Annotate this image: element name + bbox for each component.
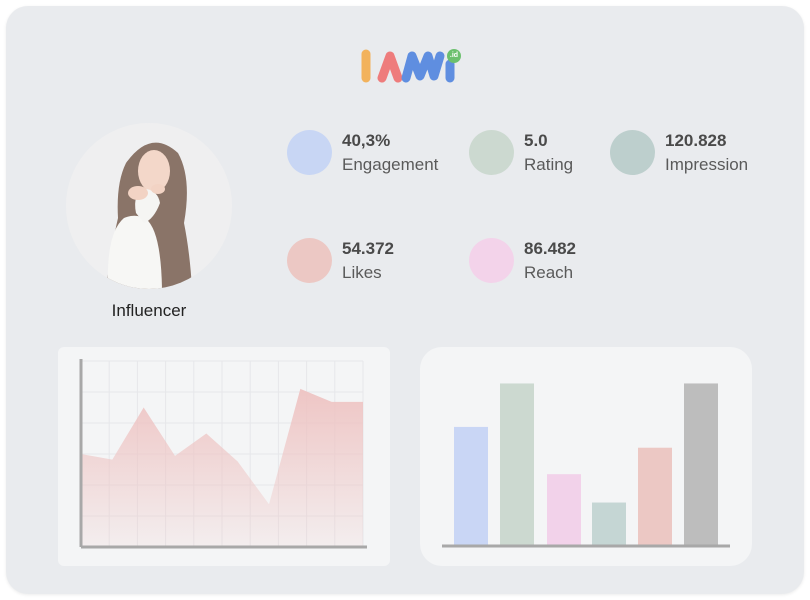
stat-likes-label: Likes [342,263,382,282]
bar[interactable] [500,383,534,546]
stat-reach-icon [469,238,514,283]
stat-rating-value: 5.0 [524,131,548,150]
stat-rating-icon [469,130,514,175]
area-series[interactable] [81,388,363,547]
avatar[interactable] [66,123,232,289]
stat-engagement-icon [287,130,332,175]
bar-chart [442,383,730,548]
stat-engagement-value: 40,3% [342,131,391,150]
bar[interactable] [592,502,626,546]
stat-likes-value: 54.372 [342,239,394,258]
stat-rating-label: Rating [524,155,574,174]
bar[interactable] [638,447,672,546]
logo-mark [361,49,455,83]
area-chart [79,359,367,549]
stat-impression-value: 120.828 [665,131,727,150]
stat-likes-icon [287,238,332,283]
stat-reach-value: 86.482 [524,239,576,258]
brand-logo[interactable]: .id [360,46,464,86]
bar-chart-panel [420,347,752,566]
stat-engagement-label: Engagement [342,155,439,174]
bar[interactable] [454,426,488,546]
stat-impression-icon [610,130,655,175]
profile-label: Influencer [111,301,187,320]
bar[interactable] [684,383,718,546]
area-chart-panel [58,347,390,566]
bar[interactable] [547,474,581,546]
influencer-photo [66,123,232,289]
logo-badge: .id [447,49,461,63]
stat-impression-label: Impression [665,155,749,174]
stat-reach-label: Reach [524,263,574,282]
